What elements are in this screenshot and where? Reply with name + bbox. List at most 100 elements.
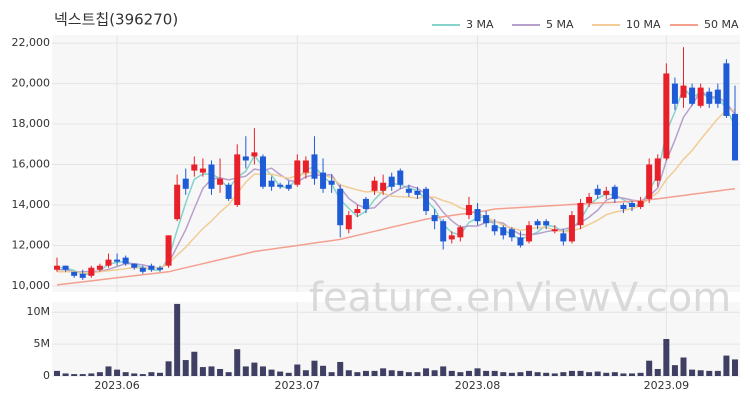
volume-bar [380,368,387,376]
volume-bar [671,365,678,376]
candle-body [611,186,618,199]
volume-bar [414,372,421,376]
volume-bar [560,372,567,376]
candle-body [689,87,696,104]
x-tick-label: 2023.09 [644,379,690,392]
price-panel [52,35,740,292]
y-tick-label: 12,000 [12,238,51,251]
volume-bar [474,368,481,376]
volume-bar [680,357,687,376]
volume-bar [354,372,361,376]
candle-body [88,267,95,276]
candle-body [629,202,636,208]
candle-body [105,259,112,266]
candle-body [54,265,60,270]
candle-body [671,83,678,104]
candle-body [217,178,224,185]
candle-body [508,229,515,238]
volume-bar [345,370,352,376]
candle-body [637,200,644,208]
candle-body [311,154,318,179]
candle-body [594,188,601,195]
watermark: feature.enViewV.com [309,275,731,321]
y-tick-label: 16,000 [12,158,51,171]
candle-body [234,154,241,205]
volume-bar [586,372,593,376]
volume-bar [234,349,241,376]
candle-body [491,225,498,232]
y-tick-label: 14,000 [12,198,51,211]
candle-body [191,164,198,171]
volume-bar [448,370,455,376]
candle-body [79,273,86,278]
volume-bar [362,370,369,376]
volume-bar [620,373,627,376]
volume-bar [156,372,163,376]
candle-body [543,221,550,226]
candle-body [397,170,404,185]
volume-bar [663,339,670,376]
candle-body [277,184,284,187]
legend-label: 5 MA [546,18,574,31]
candle-body [345,215,352,230]
volume-bar [534,372,541,376]
volume-bar [517,372,524,376]
volume-bar [277,371,284,376]
candle-body [457,227,464,238]
x-tick-label: 2023.08 [455,379,501,392]
volume-bar [371,370,378,376]
volume-bar [165,361,172,376]
candle-body [560,233,567,242]
volume-bar [96,372,103,376]
volume-bar [320,365,327,376]
volume-tick-label: 10M [27,305,51,318]
volume-bar [697,370,704,376]
candle-body [448,235,455,240]
volume-bar [225,372,232,376]
candle-body [483,215,490,224]
volume-bar [714,370,721,376]
candle-body [122,257,129,264]
volume-bar [440,366,447,376]
volume-bar [405,372,412,376]
volume-bar [328,372,335,376]
candle-body [285,184,292,189]
volume-bar [242,366,249,376]
volume-bar [611,372,618,376]
volume-bar [543,372,550,376]
candle-body [723,63,730,116]
volume-bar [285,372,292,376]
volume-bar [603,372,610,376]
volume-bar [500,372,507,376]
candle-body [680,85,687,98]
volume-bar [337,361,344,376]
volume-bar [577,370,584,376]
volume-bar [199,367,206,376]
volume-bar [465,370,472,376]
volume-bar [251,362,258,376]
candle-body [706,91,713,104]
volume-bar [62,373,69,376]
chart-title: 넥스트칩(396270) [54,11,178,29]
candle-body [71,271,78,276]
candle-body [371,180,378,191]
candle-body [96,265,103,270]
candle-body [259,156,266,187]
candle-body [354,209,361,214]
y-tick-label: 22,000 [12,36,51,49]
volume-bar [139,374,146,376]
candle-body [208,164,215,189]
candle-body [714,89,721,104]
candle-body [165,235,172,266]
legend-label: 3 MA [466,18,494,31]
candle-body [431,215,438,222]
volume-bar [122,372,129,376]
volume-tick-label: 0 [43,369,50,382]
candle-body [251,152,258,157]
legend-label: 10 MA [626,18,661,31]
volume-bar [706,370,713,376]
candle-body [388,176,395,187]
volume-bar [397,370,404,376]
volume-bar [689,369,696,376]
